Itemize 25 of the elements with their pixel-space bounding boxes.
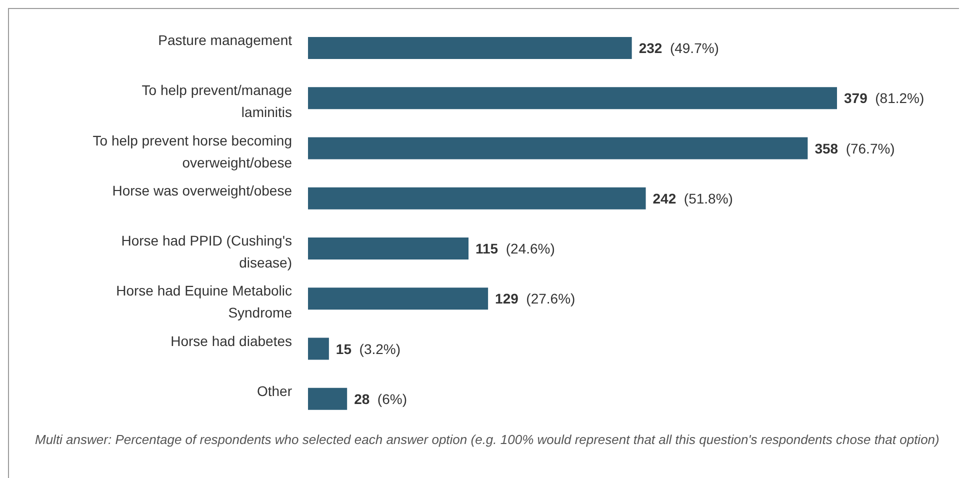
bar [308,187,646,210]
bar [308,37,632,59]
bar [308,87,837,110]
y-tick-label: Horse was overweight/obese [112,182,292,198]
data-label: 28 (6%) [354,390,408,407]
text: Multi answer: Percentage of respondents who selected each answer option (e.g. 100% would represent that all this question's respondents chose that option) [35,431,940,448]
data-label: 358 (76.7%) [814,140,895,156]
y-tick-label: To help prevent horse becoming overweight/obese [92,132,292,170]
y-tick-label: To help prevent/manage laminitis [142,82,292,120]
bar [308,388,348,410]
bar [308,338,329,360]
data-label: 232 (49.7%) [638,40,719,56]
data-label: 379 (81.2%) [844,90,924,106]
data-label: 242 (51.8%) [652,190,733,206]
y-tick-label: Pasture management [158,32,292,48]
bar [308,288,488,310]
bar [308,137,808,160]
data-label: 129 (27.6%) [495,290,576,307]
y-tick-label: Other [256,382,292,399]
y-tick-label: Horse had Equine Metabolic Syndrome [116,282,292,321]
y-tick-label: Horse had diabetes [170,332,292,349]
data-label: 115 (24.6%) [476,240,555,256]
data-label: 15 (3.2%) [336,340,401,357]
y-tick-label: Horse had PPID (Cushing's disease) [121,232,292,271]
bar [308,238,469,260]
